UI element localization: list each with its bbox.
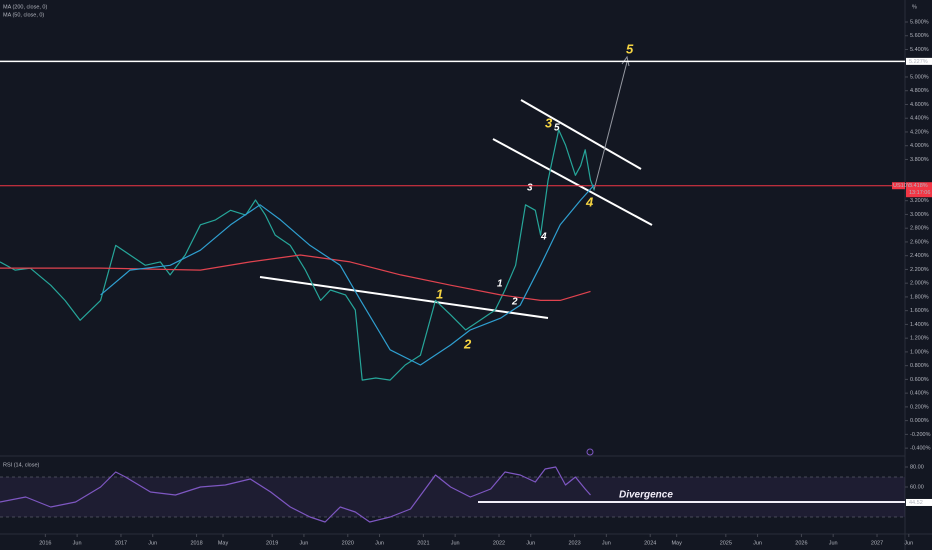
wave-label: 3 xyxy=(545,115,553,130)
x-tick-label: Jun xyxy=(526,540,535,546)
x-tick-label: 2023 xyxy=(568,540,580,546)
x-tick-label: 2018 xyxy=(190,540,202,546)
event-icon[interactable] xyxy=(586,448,594,456)
wave-label: 4 xyxy=(540,232,547,243)
y-tick-label: 5.000% xyxy=(910,74,929,80)
symbol-box xyxy=(892,182,905,190)
x-tick-label: Jun xyxy=(753,540,762,546)
wave-label: 3 xyxy=(527,183,533,194)
x-tick-label: Jun xyxy=(73,540,82,546)
y-tick-label: 0.200% xyxy=(910,404,929,410)
series-line xyxy=(0,466,591,523)
x-tick-label: Jun xyxy=(148,540,157,546)
y-tick-label: 0.800% xyxy=(910,363,929,369)
y-tick-label: 0.000% xyxy=(910,418,929,424)
y-tick-label: 4.000% xyxy=(910,143,929,149)
series-line xyxy=(0,254,591,301)
y-tick-label: 5.600% xyxy=(910,33,929,39)
y-tick-label: 1.000% xyxy=(910,349,929,355)
x-tick-label: Jun xyxy=(451,540,460,546)
x-tick-label: 2017 xyxy=(115,540,127,546)
wave-label: 5 xyxy=(626,41,634,56)
x-tick-label: 2016 xyxy=(39,540,51,546)
indicator-label: MA (50, close, 0) xyxy=(3,12,44,18)
wave-label: 5 xyxy=(554,123,560,134)
indicator-label: RSI (14, close) xyxy=(3,462,40,468)
y-tick-label: 3.200% xyxy=(910,198,929,204)
divergence-label: Divergence xyxy=(619,490,673,501)
x-tick-label: Jun xyxy=(904,540,913,546)
y-tick-label: 1.400% xyxy=(910,322,929,328)
wave-label: 4 xyxy=(585,194,594,209)
y-tick-label: 80.00 xyxy=(910,464,924,470)
y-tick-label: 2.400% xyxy=(910,253,929,259)
price-label-box xyxy=(906,57,932,65)
y-tick-label: 5.400% xyxy=(910,47,929,53)
y-tick-label: 2.000% xyxy=(910,281,929,287)
x-tick-label: Jun xyxy=(299,540,308,546)
unit-label: % xyxy=(912,4,917,10)
y-tick-label: 0.400% xyxy=(910,391,929,397)
y-tick-label: 2.800% xyxy=(910,226,929,232)
channel-line xyxy=(492,138,653,226)
y-tick-label: 4.400% xyxy=(910,116,929,122)
y-tick-label: 4.800% xyxy=(910,88,929,94)
y-tick-label: 3.000% xyxy=(910,212,929,218)
y-tick-label: 1.200% xyxy=(910,336,929,342)
y-tick-label: 3.800% xyxy=(910,157,929,163)
indicator-label: MA (200, close, 0) xyxy=(3,4,47,10)
wave-label: 1 xyxy=(436,286,443,301)
y-tick-label: 1.600% xyxy=(910,308,929,314)
wave-label: 2 xyxy=(511,297,518,308)
y-tick-label: 4.200% xyxy=(910,129,929,135)
x-tick-label: 2026 xyxy=(795,540,807,546)
series-line xyxy=(100,184,595,366)
x-tick-label: 2024 xyxy=(644,540,656,546)
x-tick-label: May xyxy=(671,540,682,546)
price-label: 3.418% xyxy=(909,183,928,189)
x-tick-label: Jun xyxy=(602,540,611,546)
wave-label: 2 xyxy=(463,336,472,351)
series-line xyxy=(0,129,595,381)
y-tick-label: 4.600% xyxy=(910,102,929,108)
x-tick-label: 2027 xyxy=(871,540,883,546)
symbol-label: US10Y xyxy=(893,183,911,189)
x-tick-label: 2022 xyxy=(493,540,505,546)
x-tick-label: 2019 xyxy=(266,540,278,546)
wave-label: 1 xyxy=(497,279,503,290)
y-tick-label: 1.800% xyxy=(910,294,929,300)
rsi-band xyxy=(0,477,905,517)
y-tick-label: -0.200% xyxy=(910,432,931,438)
y-tick-label: 5.800% xyxy=(910,19,929,25)
x-tick-label: 2025 xyxy=(720,540,732,546)
x-tick-label: Jun xyxy=(829,540,838,546)
x-tick-label: 2020 xyxy=(342,540,354,546)
price-time: 13:17:06 xyxy=(909,190,930,196)
price-label-box xyxy=(906,498,932,506)
x-tick-label: Jun xyxy=(375,540,384,546)
price-label: 5.227% xyxy=(909,59,928,65)
y-tick-label: 2.600% xyxy=(910,239,929,245)
price-label-box xyxy=(906,182,932,198)
y-tick-label: 60.00 xyxy=(910,484,924,490)
trendline xyxy=(259,276,549,319)
x-tick-label: May xyxy=(218,540,229,546)
channel-line xyxy=(520,99,642,170)
y-tick-label: -0.400% xyxy=(910,446,931,452)
price-label: 44.52 xyxy=(909,500,923,506)
y-tick-label: 2.200% xyxy=(910,267,929,273)
y-tick-label: 0.600% xyxy=(910,377,929,383)
projection-arrow xyxy=(593,61,628,191)
x-tick-label: 2021 xyxy=(417,540,429,546)
